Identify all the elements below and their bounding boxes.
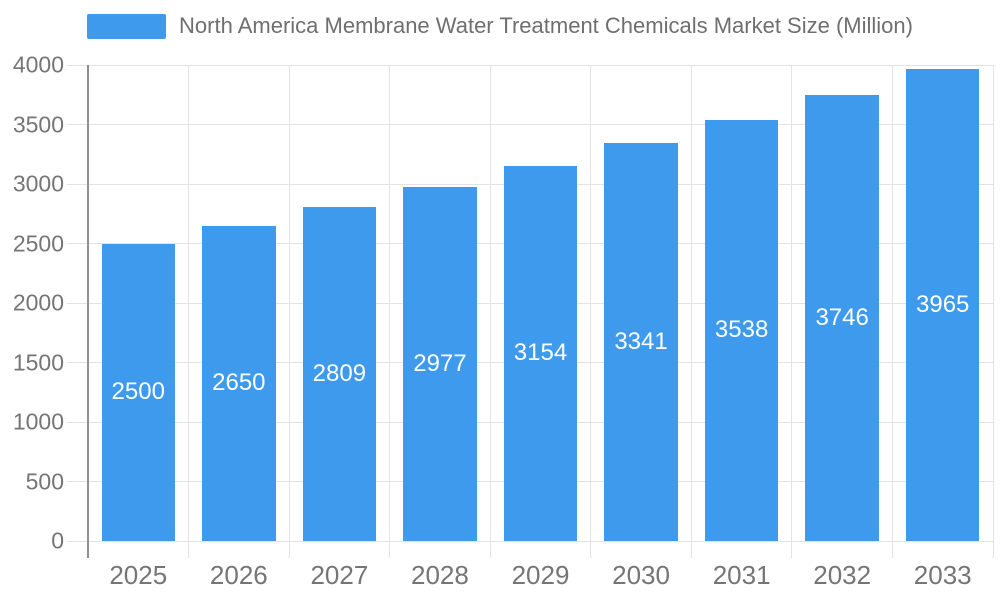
bar-value-label: 3746 [815,304,869,332]
bar-2033[interactable]: 3965 [906,69,980,541]
legend-swatch-icon [87,13,167,39]
y-axis-line [87,65,89,558]
x-gridline [690,65,692,558]
y-gridline [67,124,993,125]
y-axis-tick-label: 3500 [12,111,64,137]
bar-value-label: 2500 [111,378,165,406]
x-gridline [590,65,592,558]
x-axis-tick-label: 2029 [511,560,570,590]
x-gridline [489,65,491,558]
y-axis-tick-label: 1500 [12,349,64,375]
plot-area: 0 500 1000 1500 2000 2500 3000 3500 4000 2500 2025… [13,53,994,588]
bar-2031[interactable]: 3538 [704,119,779,541]
y-axis-tick-label: 2000 [12,289,64,316]
x-axis-tick-label: 2025 [109,560,168,590]
x-gridline [288,65,290,558]
legend[interactable]: North America Membrane Water Treatment C… [0,13,1000,39]
x-axis-tick-label: 2031 [712,560,771,590]
y-axis-tick-label: 3000 [12,170,64,197]
x-gridline [791,65,793,558]
bar-2028[interactable]: 2977 [403,186,477,541]
legend-label: North America Membrane Water Treatment C… [179,13,913,38]
bar-value-label: 2977 [413,349,467,377]
x-axis-tick-label: 2033 [913,560,972,590]
bar-2030[interactable]: 3341 [604,143,678,541]
bar-value-label: 3965 [916,291,970,319]
bar-2032[interactable]: 3746 [805,95,879,541]
x-axis-tick-label: 2027 [310,560,369,590]
x-axis-tick-label: 2030 [612,560,670,590]
x-gridline [891,65,893,558]
x-gridline [188,65,190,558]
x-axis-tick-label: 2032 [813,560,872,590]
bar-value-label: 2650 [212,369,266,397]
x-axis-tick-label: 2026 [209,560,268,590]
y-axis-tick-label: 500 [25,468,64,494]
y-axis-tick-label: 0 [51,527,64,554]
bar-value-label: 2809 [312,359,367,387]
y-axis-tick-label: 1000 [12,408,64,435]
bar-value-label: 3341 [614,328,668,356]
y-axis-tick-label: 2500 [12,230,64,256]
bar-2026[interactable]: 2650 [202,225,276,541]
bar-2027[interactable]: 2809 [302,206,377,541]
y-gridline [67,64,993,66]
bar-2029[interactable]: 3154 [503,165,578,541]
bar-value-label: 3538 [714,316,769,344]
y-axis-tick-label: 4000 [12,51,64,78]
x-gridline [992,65,994,558]
bar-value-label: 3154 [513,339,568,367]
x-axis-tick-label: 2028 [411,560,469,590]
x-gridline [389,65,391,558]
y-gridline [67,540,993,542]
bar-2025[interactable]: 2500 [101,243,175,541]
